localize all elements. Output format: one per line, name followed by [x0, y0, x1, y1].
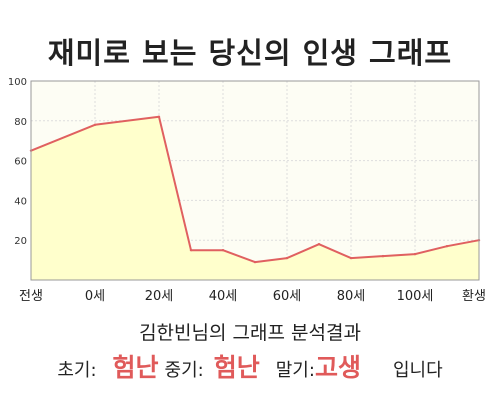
chart-title: 재미로 보는 당신의 인생 그래프	[47, 36, 453, 70]
data-point	[221, 248, 225, 252]
plot-frame	[30, 80, 480, 281]
x-tick-label: 전생	[19, 289, 43, 304]
life-area-fill	[31, 116, 479, 280]
data-point	[189, 248, 193, 252]
data-point	[253, 260, 257, 264]
x-tick-label: 0세	[85, 289, 105, 304]
late-label: 말기:	[275, 360, 315, 381]
y-tick-label: 40	[14, 196, 27, 207]
x-tick-label: 20세	[145, 289, 174, 304]
early-label: 초기:	[57, 360, 97, 381]
x-tick-label: 100세	[397, 289, 434, 304]
life-graph-chart: 20 40 60 80 100 전생 0세 20세 40세 60세 80세 100세 환생	[8, 77, 486, 304]
data-point	[381, 254, 385, 258]
x-tick-label: 60세	[273, 289, 302, 304]
data-points	[29, 115, 481, 264]
data-point	[413, 252, 417, 256]
result-ending: 입니다	[392, 360, 443, 381]
data-point	[93, 123, 97, 126]
y-tick-label: 100	[8, 77, 27, 88]
x-axis-ticks: 전생 0세 20세 40세 60세 80세 100세 환생	[19, 289, 486, 304]
y-tick-label: 80	[14, 117, 27, 128]
data-point	[317, 242, 321, 246]
data-point	[285, 256, 289, 260]
early-value: 험난	[112, 353, 159, 382]
data-point	[349, 256, 353, 260]
middle-label: 중기:	[164, 360, 204, 381]
x-tick-label: 환생	[462, 289, 486, 304]
late-value: 고생	[314, 353, 361, 382]
y-tick-label: 60	[14, 157, 27, 168]
data-point	[445, 244, 449, 248]
data-point	[157, 115, 161, 119]
x-tick-label: 40세	[209, 289, 238, 304]
middle-value: 험난	[213, 353, 260, 382]
y-axis-ticks: 20 40 60 80 100	[8, 77, 27, 247]
x-tick-label: 80세	[337, 289, 366, 304]
result-heading: 김한빈님의 그래프 분석결과	[139, 322, 361, 344]
y-tick-label: 20	[14, 236, 27, 247]
result-summary: 초기: 험난 중기: 험난 말기: 고생 입니다	[0, 348, 500, 382]
